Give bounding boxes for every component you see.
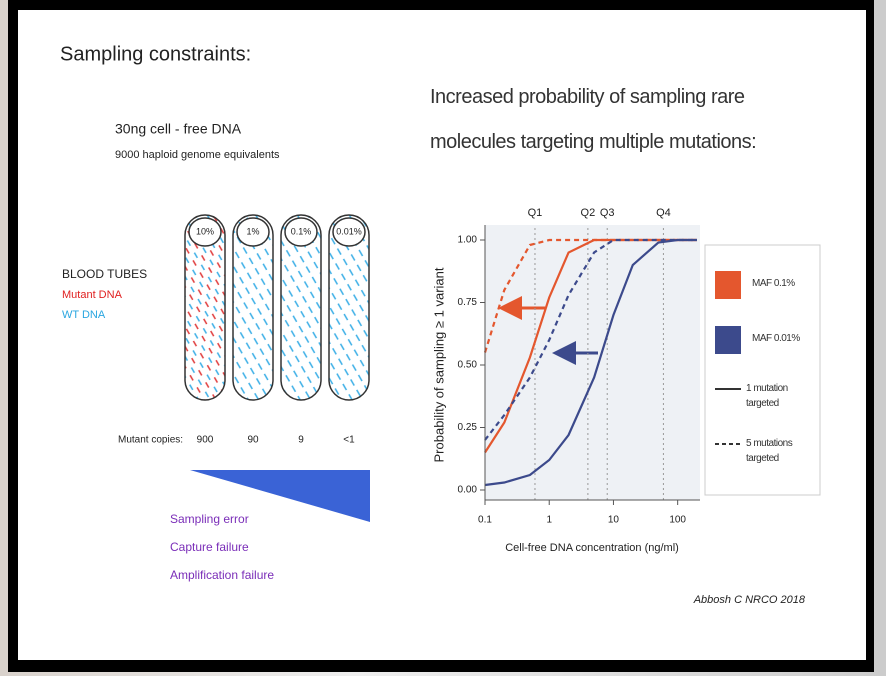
legend-swatch	[715, 326, 741, 354]
page: Sampling constraints: 30ng cell - free D…	[0, 0, 886, 676]
tube-maf: 0.1%	[291, 226, 312, 236]
legend-label: 1 mutation targeted	[746, 381, 808, 411]
x-tick-label: 100	[669, 515, 686, 526]
tube-copies: 9	[298, 435, 304, 446]
failure-mode: Capture failure	[170, 540, 249, 554]
heading: Sampling constraints:	[60, 43, 251, 65]
y-axis-label: Probability of sampling ≥ 1 variant	[431, 267, 446, 462]
tube-maf: 0.01%	[336, 226, 362, 236]
failure-mode: Amplification failure	[170, 568, 274, 582]
y-tick-label: 0.50	[458, 360, 478, 371]
y-tick-label: 1.00	[458, 235, 478, 246]
x-tick-label: 1	[546, 515, 552, 526]
tube-copies: 900	[197, 435, 214, 446]
y-tick-label: 0.25	[458, 422, 478, 433]
copies-label: Mutant copies:	[118, 435, 183, 446]
x-tick-label: 0.1	[478, 515, 492, 526]
genome-equivalents: 9000 haploid genome equivalents	[115, 149, 280, 161]
x-tick-label: 10	[608, 515, 620, 526]
tube-legend-title: BLOOD TUBES	[62, 267, 147, 281]
legend-swatch	[715, 271, 741, 299]
dna-amount: 30ng cell - free DNA	[115, 121, 242, 137]
quartile-label: Q3	[600, 207, 615, 219]
tube-maf: 10%	[196, 226, 214, 236]
quartile-label: Q1	[528, 207, 543, 219]
chart-title: Increased probability of sampling rare m…	[430, 75, 790, 165]
tube-copies: <1	[343, 435, 355, 446]
failure-mode: Sampling error	[170, 512, 249, 526]
tube-legend-wt: WT DNA	[62, 309, 106, 321]
citation: Abbosh C NRCO 2018	[693, 594, 806, 606]
y-tick-label: 0.75	[458, 297, 478, 308]
tube-maf: 1%	[246, 226, 259, 236]
y-tick-label: 0.00	[458, 485, 478, 496]
legend-label: MAF 0.1%	[752, 278, 795, 289]
legend-label: MAF 0.01%	[752, 333, 800, 344]
tube-legend-mutant: Mutant DNA	[62, 289, 123, 301]
quartile-label: Q2	[581, 207, 596, 219]
tube-copies: 90	[247, 435, 259, 446]
quartile-label: Q4	[656, 207, 671, 219]
legend-label: 5 mutations targeted	[746, 436, 808, 466]
x-axis-label: Cell-free DNA concentration (ng/ml)	[505, 542, 679, 554]
